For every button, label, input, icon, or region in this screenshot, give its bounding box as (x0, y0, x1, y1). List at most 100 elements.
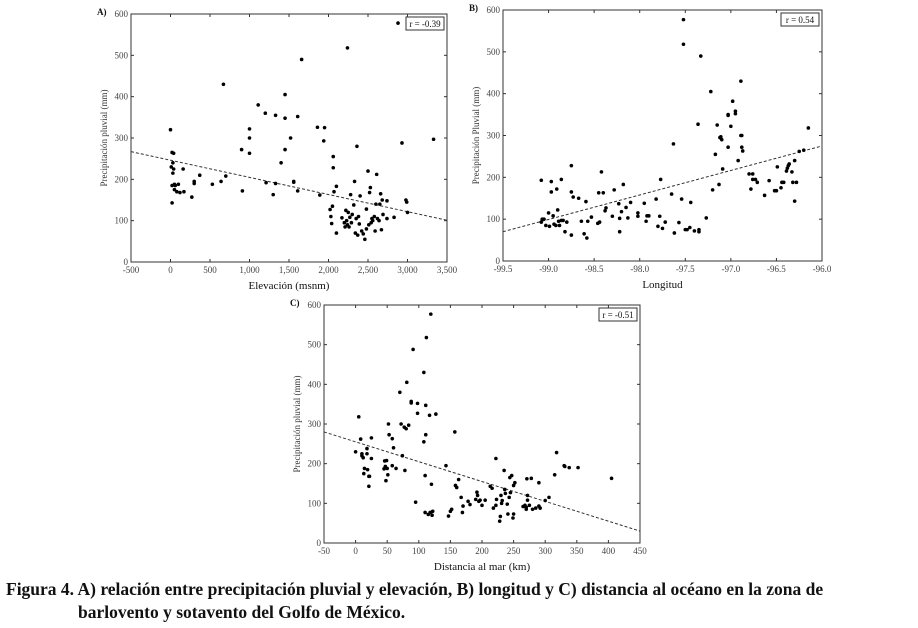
data-point (288, 136, 293, 140)
data-point (494, 503, 498, 508)
data-point (352, 179, 357, 184)
data-point (367, 190, 372, 195)
y-tick-label: 0 (317, 538, 322, 548)
x-axis-title: Distancia al mar (km) (434, 561, 531, 573)
data-point (364, 227, 369, 231)
data-point (710, 188, 715, 192)
data-point (688, 200, 693, 205)
data-point (647, 214, 651, 218)
y-tick-label: 200 (308, 459, 322, 469)
data-point (733, 111, 738, 116)
data-point (446, 514, 451, 518)
data-point (366, 169, 370, 173)
data-point (511, 516, 515, 520)
data-point (494, 497, 499, 502)
data-point (405, 210, 410, 215)
data-point (318, 193, 322, 197)
data-point (390, 436, 395, 441)
data-point (499, 493, 503, 498)
data-point (423, 403, 428, 408)
data-point (449, 507, 454, 512)
data-point (366, 223, 371, 227)
data-point (597, 220, 602, 224)
data-point (533, 506, 538, 510)
data-point (219, 179, 223, 184)
data-point (403, 468, 407, 473)
data-point (671, 142, 676, 146)
data-point (717, 182, 721, 187)
data-point (247, 127, 252, 131)
data-point (719, 134, 723, 139)
data-point (171, 151, 176, 156)
data-point (181, 167, 185, 171)
data-point (775, 165, 780, 169)
data-point (569, 233, 574, 237)
data-point (554, 187, 559, 191)
correlation-box (780, 12, 820, 27)
y-tick-label: 500 (308, 340, 322, 350)
data-point (385, 466, 390, 471)
data-point (801, 148, 806, 152)
data-point (787, 162, 791, 166)
x-tick-label: -96.0 (813, 264, 832, 274)
data-point (429, 312, 433, 316)
data-point (331, 154, 336, 159)
data-point (322, 125, 327, 130)
data-point (739, 145, 744, 150)
data-point (589, 215, 594, 219)
data-point (192, 181, 196, 186)
data-point (569, 163, 574, 168)
data-point (525, 498, 530, 502)
data-point (431, 137, 436, 142)
data-point (331, 165, 336, 170)
data-point (173, 183, 178, 188)
data-point (552, 472, 557, 477)
data-point (391, 446, 396, 450)
data-point (171, 171, 175, 175)
data-point (459, 495, 463, 500)
data-point (456, 477, 461, 482)
data-point (357, 222, 362, 226)
data-point (503, 491, 508, 496)
y-tick-label: 300 (487, 131, 501, 141)
data-point (396, 21, 400, 25)
x-axis-title: Elevación (msnm) (249, 280, 330, 292)
y-axis-title: Precipitación pluvial (mm) (99, 90, 109, 187)
data-point (283, 147, 287, 152)
data-point (697, 229, 701, 234)
data-point (321, 139, 326, 143)
data-point (365, 467, 370, 472)
data-point (546, 211, 551, 215)
data-point (378, 192, 383, 196)
data-point (549, 190, 554, 194)
data-point (358, 437, 363, 441)
panel-label: A) (97, 7, 107, 17)
data-point (384, 458, 389, 463)
data-point (240, 189, 245, 193)
data-point (390, 463, 395, 468)
data-point (509, 473, 514, 478)
data-point (434, 412, 438, 416)
data-point (369, 456, 374, 461)
data-point (334, 184, 339, 189)
data-point (372, 214, 377, 219)
y-axis-title: Precipitación pluvial (mm) (292, 376, 302, 473)
y-tick-label: 200 (487, 172, 501, 182)
data-point (507, 495, 511, 500)
data-point (626, 216, 630, 220)
data-point (669, 192, 674, 196)
data-point (387, 432, 391, 437)
x-tick-label: -99.5 (494, 264, 513, 274)
data-point (430, 513, 434, 518)
x-tick-label: -50 (318, 546, 330, 556)
data-point (340, 215, 344, 220)
data-point (415, 401, 420, 406)
data-point (247, 136, 252, 140)
x-tick-label: -96.5 (767, 264, 786, 274)
figure-caption: Figura 4. A) relación entre precipitació… (6, 578, 916, 624)
data-point (171, 161, 175, 165)
data-point (475, 490, 479, 495)
data-point (404, 380, 409, 385)
data-point (792, 158, 797, 163)
data-point (384, 478, 388, 483)
